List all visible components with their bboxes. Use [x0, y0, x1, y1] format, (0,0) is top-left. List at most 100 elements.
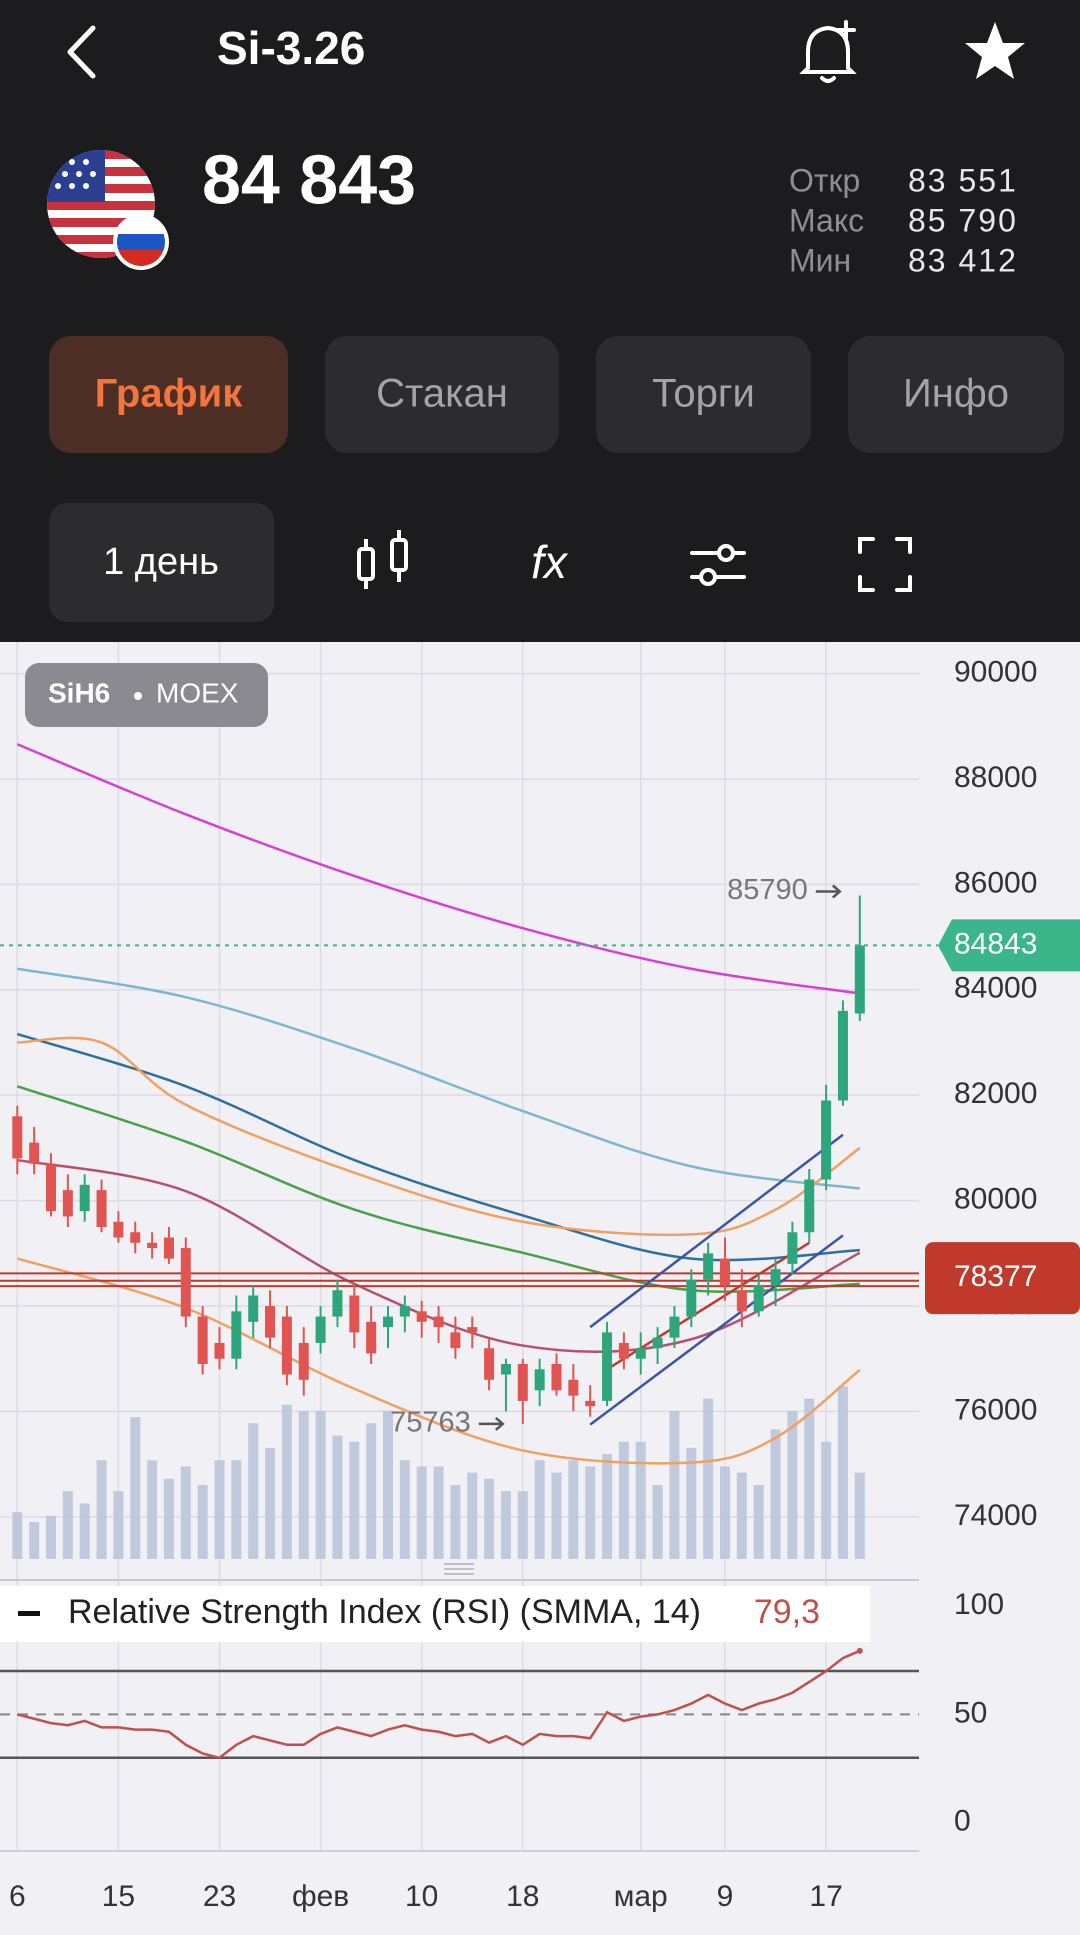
- tab[interactable]: [596, 336, 811, 453]
- y-tick-label: 86000: [954, 866, 1037, 899]
- volume-bar: [534, 1460, 545, 1559]
- candle-body: [517, 1364, 528, 1401]
- candle-body: [652, 1337, 663, 1349]
- moving-average: [16, 743, 860, 995]
- x-tick-label: 6: [9, 1880, 26, 1913]
- candle-body: [12, 1116, 23, 1159]
- tab[interactable]: [325, 336, 559, 453]
- tab[interactable]: [848, 336, 1064, 453]
- candle-body: [298, 1342, 309, 1380]
- stat-value: 85 790: [908, 202, 1018, 238]
- chart-type-button[interactable]: [357, 530, 408, 589]
- tab-label: Инфо: [903, 372, 1009, 416]
- high-arrow: [815, 884, 842, 899]
- candle-body: [837, 1010, 848, 1101]
- rsi-current: 79,3: [754, 1593, 820, 1631]
- candle-body: [770, 1269, 781, 1285]
- overlay: 84843 78377 85790 75763: [0, 874, 1080, 1760]
- fullscreen-button[interactable]: [858, 537, 912, 592]
- high-annotation: 85790: [727, 874, 808, 906]
- volume-bar: [248, 1423, 259, 1559]
- current-price-label: 84843: [954, 927, 1037, 960]
- x-tick-label: 15: [102, 1880, 135, 1913]
- volume-bar: [821, 1441, 832, 1559]
- candle-body: [113, 1221, 124, 1238]
- rsi-tick-label: 0: [954, 1805, 971, 1838]
- tab[interactable]: [49, 336, 288, 453]
- volume-bar: [113, 1491, 124, 1559]
- low-annotation: 75763: [390, 1407, 471, 1439]
- candle-body: [332, 1290, 343, 1317]
- favorite-button[interactable]: [965, 22, 1025, 79]
- candle-body: [231, 1311, 242, 1359]
- volume-bar: [703, 1398, 714, 1559]
- volume-bar: [837, 1386, 848, 1559]
- volume-bar: [484, 1478, 495, 1559]
- tab-label: График: [95, 372, 243, 416]
- volume-bar: [214, 1460, 225, 1559]
- volume-bar: [652, 1484, 663, 1559]
- candle-body: [585, 1400, 596, 1407]
- volume-bar: [602, 1454, 613, 1559]
- alert-button[interactable]: [799, 20, 857, 83]
- low-arrow: [478, 1416, 505, 1431]
- y-tick-label: 82000: [954, 1077, 1037, 1110]
- indicators-button[interactable]: fx: [531, 536, 569, 588]
- interval-button[interactable]: [49, 503, 274, 622]
- symbol-badge[interactable]: [25, 663, 268, 727]
- candle-body: [568, 1379, 579, 1396]
- y-tick-label: 88000: [954, 761, 1037, 794]
- rsi-tick-label: 50: [954, 1696, 987, 1729]
- candle-body: [500, 1364, 511, 1375]
- settings-button[interactable]: [690, 544, 746, 586]
- volume-bar: [96, 1460, 107, 1559]
- moving-average: [17, 967, 860, 1190]
- volume-bar: [787, 1410, 798, 1559]
- candle-body: [618, 1342, 629, 1359]
- rsi-legend: [0, 1586, 870, 1642]
- candle-body: [736, 1290, 747, 1312]
- rsi-legend-icon: [18, 1611, 40, 1616]
- currency-flag: [47, 150, 155, 258]
- rsi-line: [16, 1649, 861, 1760]
- volume-bar: [618, 1441, 629, 1559]
- moving-average: [16, 1085, 860, 1293]
- stat-label: Макс: [789, 202, 864, 238]
- volume-bar: [315, 1410, 326, 1559]
- volume-bar: [416, 1466, 427, 1559]
- x-tick-label: фев: [292, 1880, 349, 1913]
- volume-bar: [180, 1466, 191, 1559]
- x-tick-label: 23: [203, 1880, 236, 1913]
- candle-body: [79, 1184, 90, 1212]
- volume-bar: [12, 1512, 23, 1559]
- resize-handle[interactable]: [444, 1563, 474, 1575]
- volume-bar: [720, 1466, 730, 1559]
- volume-bar: [163, 1478, 174, 1559]
- candle-body: [787, 1232, 798, 1264]
- back-button[interactable]: [67, 25, 96, 79]
- candle-body: [416, 1311, 427, 1322]
- candle-body: [214, 1342, 225, 1359]
- candle-body: [366, 1321, 377, 1354]
- y-tick-label: 74000: [954, 1499, 1037, 1532]
- y-tick-label: 84000: [954, 972, 1037, 1005]
- candle-body: [821, 1100, 832, 1180]
- moving-average: [17, 1036, 861, 1237]
- candle-body: [753, 1284, 764, 1312]
- volume-bar: [433, 1466, 444, 1559]
- candle-body: [551, 1364, 562, 1391]
- volume-bar: [147, 1460, 158, 1559]
- volume-bar: [854, 1472, 865, 1559]
- volume-bar: [130, 1417, 141, 1559]
- current-price-tag: [938, 919, 1080, 972]
- level-label: 78377: [954, 1260, 1037, 1293]
- grid: 7400076000780008000082000840008600088000…: [0, 642, 1037, 1913]
- candle-body: [450, 1332, 461, 1349]
- y-tick-label: 90000: [954, 656, 1037, 689]
- x-tick-label: 10: [405, 1880, 438, 1913]
- volume-bar: [551, 1472, 562, 1559]
- title: Si-3.26: [217, 22, 365, 74]
- x-tick-label: 17: [809, 1880, 842, 1913]
